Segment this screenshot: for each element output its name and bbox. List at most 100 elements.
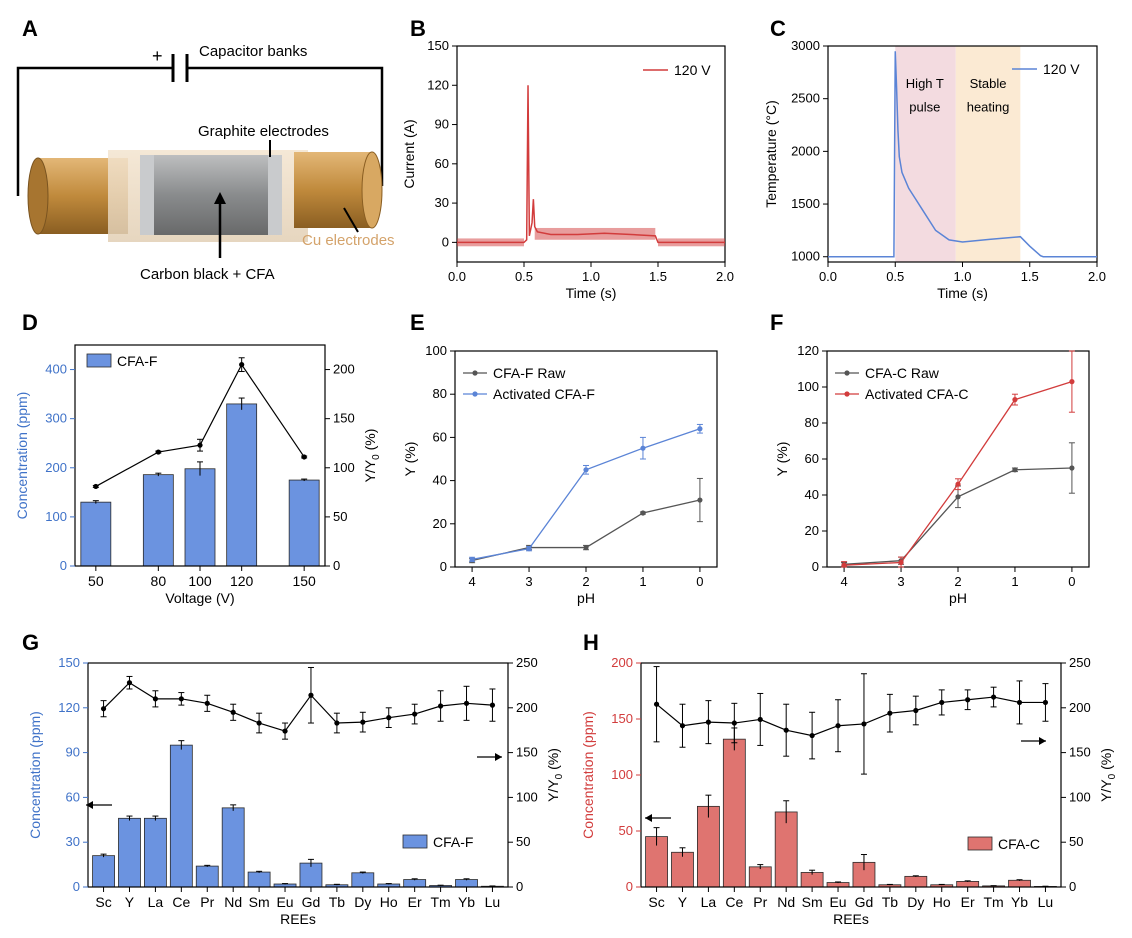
series-point xyxy=(1012,467,1018,473)
x-tick-label: 1.0 xyxy=(582,269,600,284)
panel-g-rees-chart-cfa-f: Sc Y La Ce Pr Nd Sm Eu Gd Tb Dy Ho Er Tm Yb Lu 0 30 60 90 12… xyxy=(27,655,565,927)
legend-label: CFA-F Raw xyxy=(493,365,566,381)
x-tick-label: 100 xyxy=(188,573,212,589)
y2-tick-label: 150 xyxy=(333,411,355,426)
graphite-label: Graphite electrodes xyxy=(198,123,329,140)
y2-tick-label: 250 xyxy=(516,655,538,670)
y-tick-label: 150 xyxy=(611,711,633,726)
bar-dy xyxy=(904,875,928,888)
ratio-point xyxy=(256,720,262,726)
y-tick-label: 30 xyxy=(66,834,80,849)
graphite-electrode-left xyxy=(140,155,154,235)
plot-frame xyxy=(826,350,1090,568)
series-point xyxy=(526,546,532,552)
ratio-series-line xyxy=(656,696,1046,737)
x-tick-label: Gd xyxy=(855,894,874,910)
x-tick-label: 0 xyxy=(696,574,703,589)
y2-tick-label: 50 xyxy=(333,509,347,524)
y2-axis-label: Y/Y0 (%) xyxy=(545,748,565,802)
panel-a-diagram: + Capacitor banks Graphite electrodes Cu… xyxy=(16,43,395,283)
ratio-point xyxy=(463,700,470,706)
x-tick-label: Pr xyxy=(200,894,214,910)
ratio-point xyxy=(1042,699,1049,706)
ratio-point xyxy=(204,700,210,706)
series-point xyxy=(1069,379,1075,385)
bar-nd xyxy=(221,807,245,888)
x-tick-label: Gd xyxy=(302,894,321,910)
ratio-point xyxy=(437,703,444,709)
legend-label: 120 V xyxy=(674,62,711,78)
legend-swatch xyxy=(402,834,428,849)
series-line-1 xyxy=(471,428,701,561)
x-tick-label: 0.5 xyxy=(886,269,904,284)
capacitor-plus: + xyxy=(152,46,163,66)
ratio-point xyxy=(887,710,893,716)
x-tick-label: Sm xyxy=(802,894,823,910)
x-tick-label: Lu xyxy=(1038,894,1054,910)
ratio-point xyxy=(679,723,686,729)
series-line-0 xyxy=(471,499,701,562)
x-axis-label: REEs xyxy=(280,911,316,927)
legend-label: CFA-C Raw xyxy=(865,365,940,381)
y-tick-label: 150 xyxy=(427,38,449,53)
y2-tick-label: 200 xyxy=(333,362,355,377)
sample-label: Carbon black + CFA xyxy=(140,266,275,283)
panel-label-e: E xyxy=(410,310,425,335)
bar-y xyxy=(671,851,694,888)
bar-er xyxy=(956,881,980,888)
series-line-1 xyxy=(844,380,1073,566)
series-point xyxy=(640,445,646,451)
y-tick-label: 1500 xyxy=(791,196,820,211)
series-point xyxy=(898,559,904,566)
series-point xyxy=(955,481,961,487)
ratio-point xyxy=(757,716,763,723)
y2-tick-label: 150 xyxy=(516,745,538,760)
series-point xyxy=(583,544,589,551)
legend-marker xyxy=(844,370,850,376)
ratio-point xyxy=(282,728,288,734)
x-tick-label: 1.5 xyxy=(649,269,667,284)
bar-y xyxy=(118,817,141,888)
x-axis-label: REEs xyxy=(833,911,869,927)
x-axis-label: Time (s) xyxy=(566,285,617,301)
temperature-series-line xyxy=(828,51,1097,258)
ratio-point xyxy=(965,697,971,703)
y-tick-label: 0 xyxy=(60,558,67,573)
x-tick-label: Eu xyxy=(276,894,293,910)
y-axis-label: Temperature (°C) xyxy=(763,100,779,208)
bar-pr xyxy=(195,865,219,888)
y-tick-label: 60 xyxy=(435,156,449,171)
legend-label: CFA-F xyxy=(117,353,157,369)
x-tick-label: Dy xyxy=(907,894,924,910)
x-tick-label: Tm xyxy=(983,894,1003,910)
series-point xyxy=(1012,397,1018,403)
bar-50 xyxy=(80,501,112,567)
cu-pointer xyxy=(343,207,359,233)
series-point xyxy=(583,467,589,473)
x-tick-label: 2.0 xyxy=(716,269,734,284)
y-axis-label: Concentration (ppm) xyxy=(27,711,43,839)
panel-label-c: C xyxy=(770,16,786,41)
legend-label: CFA-F xyxy=(433,834,473,850)
bar-la xyxy=(697,805,720,888)
y-tick-label: 100 xyxy=(611,767,633,782)
panel-label-h: H xyxy=(583,630,599,655)
panel-label-f: F xyxy=(770,310,783,335)
x-tick-label: 3 xyxy=(525,574,532,589)
axis-direction-arrowhead xyxy=(1039,737,1046,745)
x-tick-label: Sm xyxy=(249,894,270,910)
y2-tick-label: 0 xyxy=(333,558,340,573)
ratio-point xyxy=(100,706,107,712)
y2-tick-label: 250 xyxy=(1069,655,1091,670)
ratio-point xyxy=(809,732,815,739)
y2-tick-label: 100 xyxy=(333,460,355,475)
plot-frame xyxy=(454,350,718,568)
x-tick-label: Nd xyxy=(224,894,242,910)
x-axis-label: Voltage (V) xyxy=(165,590,234,606)
x-tick-label: Ce xyxy=(725,894,743,910)
y-tick-label: 60 xyxy=(433,429,447,444)
ratio-point xyxy=(705,719,712,725)
ratio-point xyxy=(360,719,366,725)
